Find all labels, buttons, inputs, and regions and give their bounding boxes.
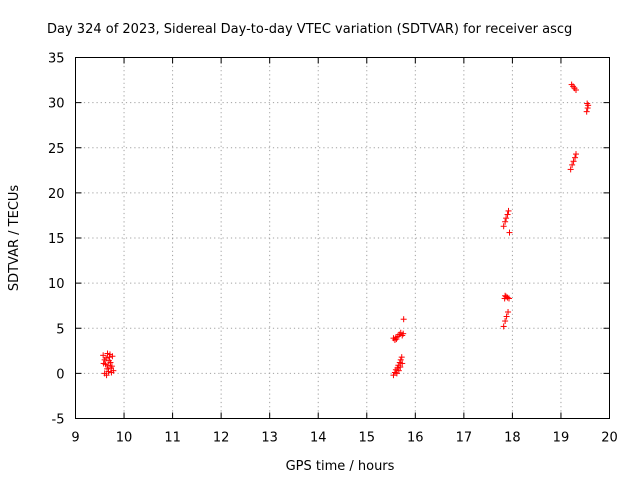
x-tick-label: 19 [553,431,570,446]
data-point [395,367,402,374]
data-point [103,372,110,379]
x-axis-label: GPS time / hours [286,459,395,474]
data-point [502,292,509,299]
data-point [398,354,405,361]
x-tick-label: 14 [310,431,327,446]
data-point [105,368,112,375]
data-point [506,295,513,302]
x-tick-label: 12 [213,431,230,446]
data-point [100,360,107,367]
data-point [500,223,507,230]
data-point [397,356,404,363]
data-point [570,158,577,165]
data-point [391,336,398,343]
x-tick-label: 11 [164,431,181,446]
data-point [505,207,512,214]
data-point [573,86,580,93]
data-point [503,215,510,222]
data-point [105,357,112,364]
x-tick-label: 16 [407,431,424,446]
data-point [400,330,407,337]
x-tick-label: 9 [71,431,79,446]
data-point [392,334,399,341]
data-point [394,364,401,371]
y-tick-label: 0 [56,367,64,382]
data-point [399,360,406,367]
data-point [502,218,509,225]
data-point [502,318,509,325]
data-point [105,362,112,369]
data-point [397,364,404,371]
x-tick-label: 20 [601,431,618,446]
data-point [572,154,579,161]
chart-title: Day 324 of 2023, Sidereal Day-to-day VTE… [47,22,572,37]
data-point [503,313,510,320]
data-point [103,355,110,362]
data-point [400,316,407,323]
data-points [100,81,592,379]
data-point [567,166,574,173]
data-point [106,351,113,358]
y-tick-label: 30 [48,97,65,112]
x-tick-label: 15 [358,431,375,446]
y-tick-label: -5 [52,413,65,428]
y-tick-label: 5 [56,322,64,337]
y-tick-label: 35 [48,52,65,67]
data-point [108,369,115,376]
tick-layer: 9 10 11 12 13 14 15 16 17 18 19 20 -5 0 5 10 15 20 25 30 35 [48,52,618,446]
data-point [506,229,513,236]
data-point [500,323,507,330]
x-tick-label: 13 [261,431,278,446]
grid-layer [75,57,610,419]
data-point [573,151,580,158]
data-point [583,108,590,115]
data-point [100,352,107,359]
data-point [569,161,576,168]
data-point [505,309,512,316]
data-point [104,365,111,372]
plot-frame [75,57,610,419]
y-tick-label: 25 [48,142,65,157]
y-tick-label: 10 [48,277,65,292]
y-tick-label: 15 [48,232,65,247]
y-tick-label: 20 [48,187,65,202]
x-tick-label: 17 [456,431,473,446]
data-point [390,372,397,379]
data-point [504,211,511,218]
y-axis-label: SDTVAR / TECUs [7,185,22,292]
x-tick-label: 18 [504,431,521,446]
data-point [584,100,591,107]
x-tick-label: 10 [116,431,133,446]
